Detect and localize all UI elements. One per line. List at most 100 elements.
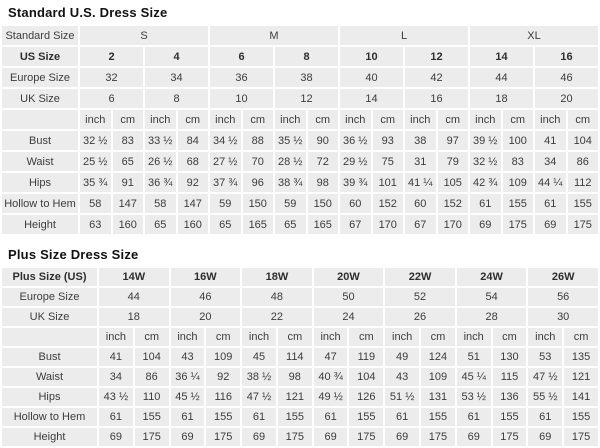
value-cell: 46 <box>535 68 598 87</box>
value-cell: 42 <box>405 68 468 87</box>
value-cell: 155 <box>564 408 598 426</box>
table-row: Waist 34 86 36 ¼ 92 38 ½ 98 40 ¾ 104 43 109 45 ¼ 115… <box>2 368 598 386</box>
value-cell: 34 <box>145 68 208 87</box>
value-cell: 63 <box>80 215 111 234</box>
table-row: Plus Size (US) 14W 16W 18W 20W 22W 24W 26W <box>2 268 598 286</box>
value-cell: cm <box>492 328 527 346</box>
plus-size-table: Plus Size (US) 14W 16W 18W 20W 22W 24W 26W Europ… <box>0 266 600 448</box>
value-cell: 110 <box>134 388 169 406</box>
value-cell: cm <box>307 110 338 129</box>
value-cell: inch <box>456 328 491 346</box>
value-cell: 165 <box>307 215 338 234</box>
value-cell: 69 <box>535 215 566 234</box>
value-cell: 61 <box>528 408 563 426</box>
value-cell: 175 <box>567 215 598 234</box>
value-cell: 47 ½ <box>242 388 276 406</box>
table-row: Height 63 160 65 160 65 165 65 165 67 170 67 170 69 17… <box>2 215 598 234</box>
value-cell: 2 <box>80 47 143 66</box>
value-cell: 16 <box>535 47 598 66</box>
value-cell: 36 ¾ <box>145 173 176 192</box>
row-label: Hips <box>2 388 97 406</box>
value-cell: 152 <box>437 194 468 213</box>
table-row: UK Size 6 8 10 12 14 16 18 20 <box>2 89 598 108</box>
value-cell: 69 <box>456 428 491 446</box>
value-cell: 114 <box>277 348 312 366</box>
value-cell: cm <box>177 110 208 129</box>
table-row: US Size 2 4 6 8 10 12 14 16 <box>2 47 598 66</box>
value-cell: 8 <box>145 89 208 108</box>
value-cell: 104 <box>134 348 169 366</box>
value-cell: inch <box>340 110 371 129</box>
value-cell: 54 <box>456 288 527 306</box>
value-cell: 22W <box>385 268 455 286</box>
value-cell: 68 <box>177 152 208 171</box>
value-cell: 18 <box>99 308 169 326</box>
value-cell: 33 ½ <box>145 131 176 150</box>
row-label <box>2 328 97 346</box>
value-cell: 44 <box>99 288 169 306</box>
value-cell: 75 <box>372 152 403 171</box>
value-cell: 14W <box>99 268 169 286</box>
value-cell: 91 <box>112 173 143 192</box>
value-cell: 155 <box>206 408 241 426</box>
value-cell: 150 <box>307 194 338 213</box>
value-cell: 53 ½ <box>456 388 491 406</box>
standard-size-table: Standard Size S M L XL US Size 2 4 6 8 10 12 14 16 Eur… <box>0 24 600 236</box>
table-row: Hips 43 ½ 110 45 ½ 116 47 ½ 121 49 ½ 126 51 ½ 131 5… <box>2 388 598 406</box>
value-cell: 24W <box>456 268 527 286</box>
value-cell: inch <box>210 110 241 129</box>
value-cell: 97 <box>437 131 468 150</box>
value-cell: 55 ½ <box>528 388 563 406</box>
value-cell: 28 <box>456 308 527 326</box>
value-cell: 32 ½ <box>80 131 111 150</box>
value-cell: 46 <box>170 288 241 306</box>
value-cell: 61 <box>385 408 420 426</box>
value-cell: 92 <box>177 173 208 192</box>
value-cell: 44 <box>470 68 533 87</box>
value-cell: L <box>340 26 468 45</box>
value-cell: 40 <box>340 68 403 87</box>
value-cell: 59 <box>210 194 241 213</box>
value-cell: cm <box>372 110 403 129</box>
value-cell: cm <box>134 328 169 346</box>
value-cell: 121 <box>277 388 312 406</box>
standard-table-title: Standard U.S. Dress Size <box>8 5 168 20</box>
value-cell: 83 <box>112 131 143 150</box>
value-cell: 39 ½ <box>470 131 501 150</box>
value-cell: 88 <box>242 131 273 150</box>
table-row: Standard Size S M L XL <box>2 26 598 45</box>
value-cell: 38 ¾ <box>275 173 306 192</box>
value-cell: 90 <box>307 131 338 150</box>
value-cell: 6 <box>80 89 143 108</box>
table-row: Waist 25 ½ 65 26 ½ 68 27 ½ 70 28 ½ 72 29 ½ 75 31 79 3… <box>2 152 598 171</box>
value-cell: 43 <box>385 368 420 386</box>
value-cell: 109 <box>206 348 241 366</box>
value-cell: 69 <box>470 215 501 234</box>
table-row: Height 69 175 69 175 69 175 69 175 69 175 69 175 69 17… <box>2 428 598 446</box>
value-cell: 61 <box>313 408 348 426</box>
value-cell: 152 <box>372 194 403 213</box>
table-row: Bust 41 104 43 109 45 114 47 119 49 124 51 130 53 135 <box>2 348 598 366</box>
table-row: inch cm inch cm inch cm inch cm inch cm inch cm inch… <box>2 328 598 346</box>
value-cell: cm <box>112 110 143 129</box>
value-cell: 40 ¾ <box>313 368 348 386</box>
value-cell: 109 <box>502 173 533 192</box>
value-cell: 70 <box>242 152 273 171</box>
value-cell: 93 <box>372 131 403 150</box>
value-cell: 18 <box>470 89 533 108</box>
value-cell: 147 <box>112 194 143 213</box>
value-cell: 6 <box>210 47 273 66</box>
value-cell: 69 <box>313 428 348 446</box>
value-cell: 155 <box>134 408 169 426</box>
value-cell: 20W <box>313 268 384 286</box>
value-cell: 42 ¾ <box>470 173 501 192</box>
value-cell: 109 <box>421 368 455 386</box>
row-label: Europe Size <box>2 288 97 306</box>
value-cell: 175 <box>277 428 312 446</box>
value-cell: 105 <box>437 173 468 192</box>
value-cell: 34 <box>99 368 133 386</box>
value-cell: 59 <box>275 194 306 213</box>
value-cell: 60 <box>340 194 371 213</box>
value-cell: 34 ½ <box>210 131 241 150</box>
row-label: Hollow to Hem <box>2 408 97 426</box>
